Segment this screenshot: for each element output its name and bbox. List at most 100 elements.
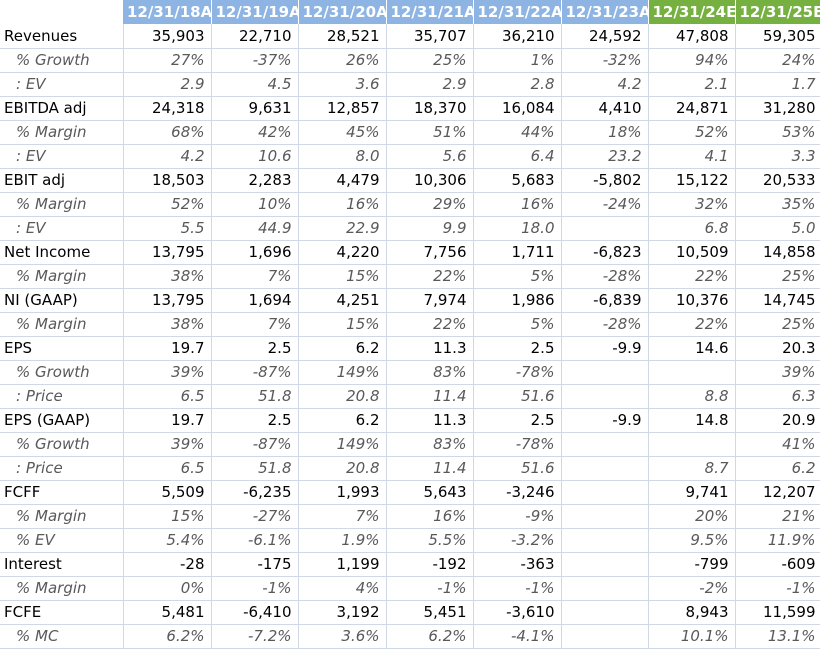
- table-cell: 16%: [473, 192, 562, 217]
- table-row: % Growth 27% -37% 26% 25% 1% -32% 94% 24%: [0, 48, 820, 73]
- table-cell: 14,745: [735, 288, 820, 313]
- table-cell: 15%: [123, 504, 212, 529]
- table-cell: [561, 480, 649, 505]
- table-cell: 25%: [386, 48, 474, 73]
- table-cell: 11,599: [735, 600, 820, 625]
- table-cell: 10,306: [386, 168, 474, 193]
- row-label: Interest: [0, 552, 124, 577]
- table-cell: 22%: [648, 312, 736, 337]
- header-label-cell: [0, 0, 123, 24]
- table-row: FCFF 5,509 -6,235 1,993 5,643 -3,246 9,741 12,2…: [0, 480, 820, 505]
- table-cell: 42%: [211, 120, 299, 145]
- row-label: Net Income: [0, 240, 124, 265]
- table-row: : Price 6.5 51.8 20.8 11.4 51.6 8.8 6.3: [0, 384, 820, 409]
- table-cell: 13,795: [123, 240, 212, 265]
- row-label: EPS (GAAP): [0, 408, 124, 433]
- table-cell: 10,509: [648, 240, 736, 265]
- table-row: % EV 5.4% -6.1% 1.9% 5.5% -3.2% 9.5% 11.9%: [0, 528, 820, 553]
- table-row: NI (GAAP) 13,795 1,694 4,251 7,974 1,986 -6,83…: [0, 288, 820, 313]
- table-cell: 11.3: [386, 336, 474, 361]
- table-cell: 5.6: [386, 144, 474, 169]
- table-cell: 24,318: [123, 96, 212, 121]
- table-cell: -9.9: [561, 336, 649, 361]
- table-cell: -6,823: [561, 240, 649, 265]
- table-cell: 5,509: [123, 480, 212, 505]
- table-cell: 25%: [735, 312, 820, 337]
- table-cell: -87%: [211, 360, 299, 385]
- table-cell: 35%: [735, 192, 820, 217]
- column-header: 12/31/20A: [298, 0, 387, 24]
- table-cell: 8.7: [648, 456, 736, 481]
- table-cell: 10,376: [648, 288, 736, 313]
- table-cell: -9.9: [561, 408, 649, 433]
- table-cell: 4.5: [211, 72, 299, 97]
- table-cell: -87%: [211, 432, 299, 457]
- table-cell: 149%: [298, 360, 387, 385]
- table-cell: 44%: [473, 120, 562, 145]
- table-cell: [561, 360, 649, 385]
- table-cell: 24%: [735, 48, 820, 73]
- table-cell: 22%: [386, 264, 474, 289]
- row-label: % Growth: [0, 360, 124, 385]
- table-cell: 10%: [211, 192, 299, 217]
- table-cell: 22,710: [211, 24, 299, 49]
- table-row: Interest -28 -175 1,199 -192 -363 -799 -609: [0, 552, 820, 577]
- table-cell: 39%: [123, 360, 212, 385]
- table-cell: 1,993: [298, 480, 387, 505]
- table-row: : EV 4.2 10.6 8.0 5.6 6.4 23.2 4.1 3.3: [0, 144, 820, 169]
- table-cell: 51.8: [211, 384, 299, 409]
- table-cell: 6.4: [473, 144, 562, 169]
- table-cell: 83%: [386, 432, 474, 457]
- table-cell: 29%: [386, 192, 474, 217]
- row-label: FCFE: [0, 600, 124, 625]
- table-cell: [561, 504, 649, 529]
- table-cell: 2.1: [648, 72, 736, 97]
- table-cell: 5,481: [123, 600, 212, 625]
- table-cell: 9.9: [386, 216, 474, 241]
- table-cell: 24,592: [561, 24, 649, 49]
- table-row: EBIT adj 18,503 2,283 4,479 10,306 5,683 -5,80…: [0, 168, 820, 193]
- table-cell: -1%: [211, 576, 299, 601]
- table-row: Revenues 35,903 22,710 28,521 35,707 36,210 24…: [0, 24, 820, 49]
- table-row: Net Income 13,795 1,696 4,220 7,756 1,711 -6,8…: [0, 240, 820, 265]
- table-cell: 5.0: [735, 216, 820, 241]
- table-cell: 39%: [123, 432, 212, 457]
- table-cell: 6.2: [735, 456, 820, 481]
- table-cell: -6,235: [211, 480, 299, 505]
- table-cell: 14.8: [648, 408, 736, 433]
- table-row: EPS 19.7 2.5 6.2 11.3 2.5 -9.9 14.6 20.3: [0, 336, 820, 361]
- row-label: FCFF: [0, 480, 124, 505]
- table-cell: 53%: [735, 120, 820, 145]
- column-header: 12/31/18A: [123, 0, 212, 24]
- table-cell: 51.8: [211, 456, 299, 481]
- table-cell: 18.0: [473, 216, 562, 241]
- table-row: % Margin 38% 7% 15% 22% 5% -28% 22% 25%: [0, 264, 820, 289]
- table-row: % MC 6.2% -7.2% 3.6% 6.2% -4.1% 10.1% 13.1%: [0, 624, 820, 649]
- table-cell: 5,643: [386, 480, 474, 505]
- table-row: : Price 6.5 51.8 20.8 11.4 51.6 8.7 6.2: [0, 456, 820, 481]
- column-header: 12/31/19A: [211, 0, 299, 24]
- table-cell: 13,795: [123, 288, 212, 313]
- table-cell: [561, 528, 649, 553]
- table-cell: 36,210: [473, 24, 562, 49]
- table-cell: [561, 624, 649, 649]
- row-label: % Margin: [0, 120, 124, 145]
- table-cell: 20,533: [735, 168, 820, 193]
- table-cell: 4%: [298, 576, 387, 601]
- table-cell: 18,370: [386, 96, 474, 121]
- table-row: EBITDA adj 24,318 9,631 12,857 18,370 16,084 4…: [0, 96, 820, 121]
- table-cell: 5.5%: [386, 528, 474, 553]
- table-cell: 4,251: [298, 288, 387, 313]
- table-cell: 21%: [735, 504, 820, 529]
- table-cell: 9.5%: [648, 528, 736, 553]
- row-label: % Growth: [0, 48, 124, 73]
- table-cell: 51.6: [473, 456, 562, 481]
- table-cell: -27%: [211, 504, 299, 529]
- table-row: % Margin 15% -27% 7% 16% -9% 20% 21%: [0, 504, 820, 529]
- table-cell: 4,479: [298, 168, 387, 193]
- table-row: % Margin 38% 7% 15% 22% 5% -28% 22% 25%: [0, 312, 820, 337]
- table-cell: 94%: [648, 48, 736, 73]
- table-cell: 41%: [735, 432, 820, 457]
- table-cell: 39%: [735, 360, 820, 385]
